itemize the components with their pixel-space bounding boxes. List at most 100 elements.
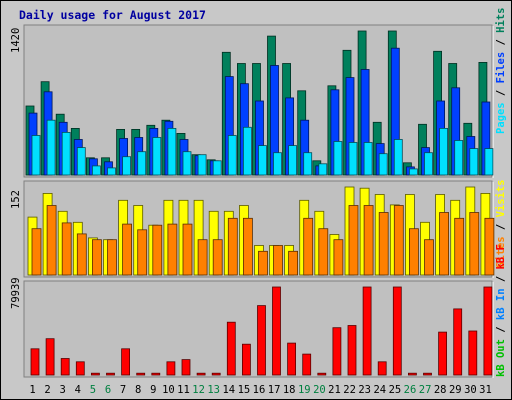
max-label-hits: 1420 xyxy=(10,28,22,53)
bar-visits-sites-day-28 xyxy=(439,212,450,276)
x-tick-label: 5 xyxy=(90,384,96,396)
x-tick-label: 30 xyxy=(464,384,477,396)
x-tick-label: 13 xyxy=(207,384,220,396)
bar-kbytes-kb-f-day-23 xyxy=(362,286,372,376)
legend-visits: Sites / Visits xyxy=(495,179,507,268)
legend-entry: kB Out xyxy=(495,339,507,377)
x-tick-label: 17 xyxy=(268,384,281,396)
bar-kbytes-kb-f-day-9 xyxy=(151,372,161,376)
bar-visits-sites-day-11 xyxy=(182,223,193,276)
legend-separator: / xyxy=(495,83,507,102)
x-tick-label: 16 xyxy=(253,384,266,396)
bar-visits-sites-day-7 xyxy=(122,223,132,276)
legend-entry: Visits xyxy=(495,179,507,217)
bar-hits-pages-day-24 xyxy=(378,153,388,176)
bar-kbytes-kb-f-day-1 xyxy=(30,348,40,376)
bar-kbytes-kb-f-day-16 xyxy=(257,305,266,376)
x-tick-label: 21 xyxy=(328,384,341,396)
bar-hits-pages-day-9 xyxy=(152,137,162,176)
x-tick-label: 4 xyxy=(75,384,81,396)
bar-visits-sites-day-3 xyxy=(61,222,72,276)
bar-hits-pages-day-7 xyxy=(122,156,131,176)
x-tick-label: 27 xyxy=(419,384,432,396)
bar-hits-pages-day-20 xyxy=(318,163,328,176)
legend-entry: kB In xyxy=(495,288,507,320)
chart-title: Daily usage for August 2017 xyxy=(19,8,206,22)
bar-hits-pages-day-11 xyxy=(182,151,192,176)
panel-hits xyxy=(23,24,494,178)
x-tick-label: 8 xyxy=(135,384,141,396)
legend-separator: / xyxy=(495,270,507,289)
bar-visits-sites-day-18 xyxy=(288,250,299,276)
x-tick-label: 1 xyxy=(29,384,35,396)
legend-separator: / xyxy=(495,33,507,52)
bar-visits-sites-day-19 xyxy=(303,217,314,276)
bar-hits-pages-day-16 xyxy=(258,145,267,176)
bar-kbytes-kb-f-day-15 xyxy=(241,343,251,376)
bar-hits-pages-day-4 xyxy=(76,147,86,176)
bar-hits-pages-day-21 xyxy=(333,141,343,176)
bar-visits-sites-day-30 xyxy=(469,212,480,276)
bar-kbytes-kb-f-day-3 xyxy=(60,358,70,376)
bar-hits-pages-day-19 xyxy=(303,152,313,176)
x-tick-label: 24 xyxy=(373,384,386,396)
bar-kbytes-kb-f-day-10 xyxy=(166,361,176,376)
x-tick-label: 29 xyxy=(449,384,462,396)
panel-visits xyxy=(23,180,495,278)
bar-hits-pages-day-6 xyxy=(107,167,116,176)
x-tick-label: 9 xyxy=(150,384,156,396)
bar-visits-sites-day-21 xyxy=(333,239,344,276)
x-tick-label: 3 xyxy=(60,384,66,396)
x-tick-label: 6 xyxy=(105,384,111,396)
max-label-kbytes: 79939 xyxy=(10,277,22,309)
legend-entry: Sites xyxy=(495,236,507,268)
bar-kbytes-kb-f-day-7 xyxy=(121,348,130,376)
x-tick-label: 12 xyxy=(192,384,205,396)
chart-panels xyxy=(23,24,495,378)
x-tick-label: 23 xyxy=(358,384,371,396)
bar-visits-sites-day-6 xyxy=(107,239,117,276)
bar-kbytes-kb-f-day-28 xyxy=(438,331,448,376)
bar-hits-pages-day-10 xyxy=(167,127,177,176)
legend-entry: kB F xyxy=(495,244,507,269)
bar-hits-pages-day-27 xyxy=(424,152,433,176)
bar-kbytes-kb-f-day-30 xyxy=(468,330,478,376)
bar-hits-pages-day-28 xyxy=(439,127,449,176)
bar-hits-pages-day-12 xyxy=(197,154,207,176)
bar-hits-pages-day-30 xyxy=(469,148,479,176)
bar-kbytes-kb-f-day-24 xyxy=(377,361,387,376)
x-tick-label: 25 xyxy=(389,384,402,396)
bar-hits-pages-day-14 xyxy=(227,135,237,176)
max-labels: 1420 152 79939 xyxy=(10,28,22,309)
bar-hits-pages-day-8 xyxy=(137,151,147,176)
bar-visits-sites-day-17 xyxy=(273,245,283,276)
bar-visits-sites-day-14 xyxy=(227,217,238,276)
legend-entry: Hits xyxy=(495,8,507,33)
x-tick-label: 14 xyxy=(222,384,235,396)
bar-kbytes-kb-f-day-6 xyxy=(106,372,115,376)
x-tick-label: 26 xyxy=(404,384,417,396)
bar-visits-sites-day-15 xyxy=(242,217,253,276)
bar-hits-pages-day-22 xyxy=(348,142,358,176)
bar-hits-pages-day-15 xyxy=(242,126,252,176)
bar-kbytes-kb-f-day-26 xyxy=(407,372,417,376)
bar-visits-sites-day-24 xyxy=(378,212,389,276)
legend-kbytes: kB Out / kB In / kB F xyxy=(495,244,507,377)
bar-hits-pages-day-31 xyxy=(484,148,494,176)
bar-kbytes-kb-f-day-22 xyxy=(347,325,357,376)
legend-separator: / xyxy=(495,320,507,339)
bar-visits-sites-day-16 xyxy=(258,250,268,276)
bar-visits-sites-day-20 xyxy=(318,228,329,276)
bar-hits-pages-day-18 xyxy=(288,145,298,176)
bar-kbytes-kb-f-day-5 xyxy=(91,372,100,376)
x-tick-label: 11 xyxy=(177,384,190,396)
x-tick-label: 7 xyxy=(120,384,126,396)
bar-visits-sites-day-31 xyxy=(484,217,495,276)
bar-hits-pages-day-17 xyxy=(273,152,282,176)
bar-kbytes-kb-f-day-21 xyxy=(332,327,342,376)
bar-kbytes-kb-f-day-27 xyxy=(423,372,432,376)
bar-kbytes-kb-f-day-13 xyxy=(211,372,221,376)
bar-hits-pages-day-5 xyxy=(92,165,101,176)
